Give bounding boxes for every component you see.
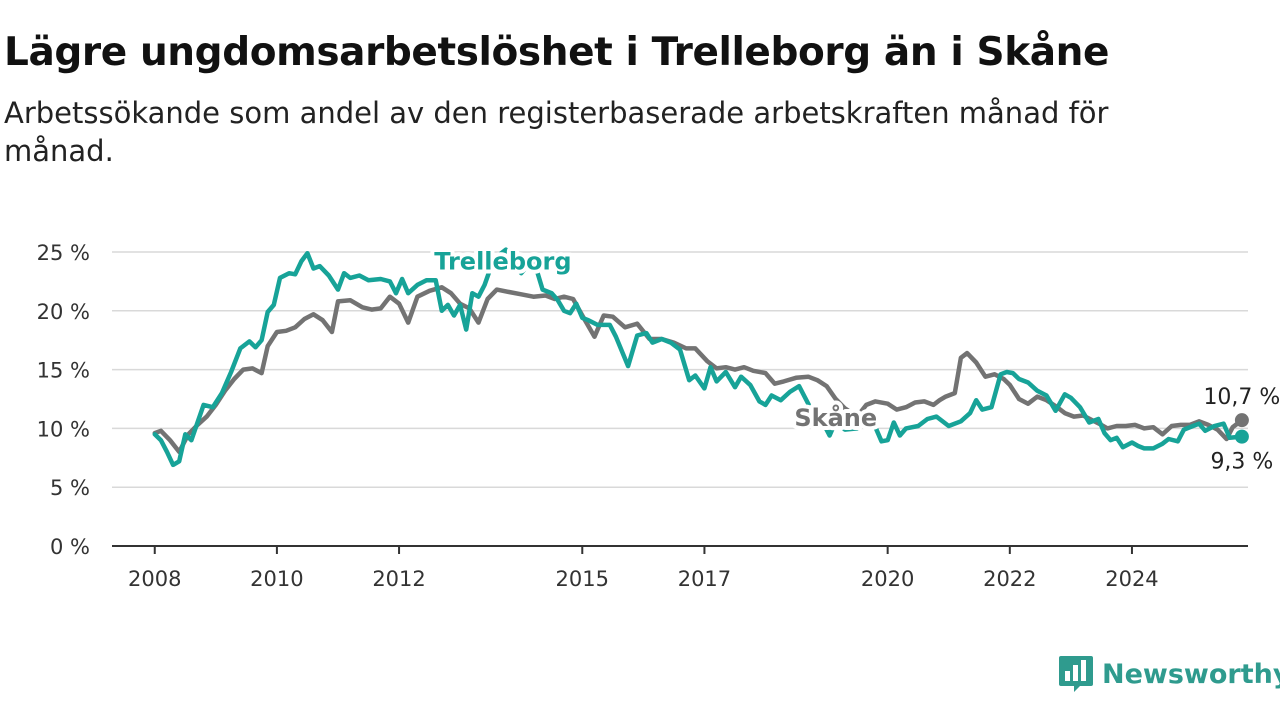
x-tick-label: 2017 [678,567,731,591]
series-line-trelleborg [152,247,1245,468]
series-labels: 10,7 %9,3 %TrelleborgTrelleborgSkåneSkån… [430,244,1280,475]
x-tick-label: 2008 [128,567,181,591]
x-tick-label: 2020 [861,567,914,591]
end-point-trelleborg [1234,429,1249,444]
chart-title: Lägre ungdomsarbetslöshet i Trelleborg ä… [4,30,1110,75]
end-value-label: 9,3 % [1210,450,1273,475]
y-tick-label: 10 % [37,417,90,441]
end-point-skåne [1234,413,1249,428]
end-value-label: 10,7 % [1203,385,1280,410]
grid-lines [112,251,1248,488]
series-lines [152,247,1249,468]
series-label-trelleborg: Trelleborg [434,248,571,276]
y-axis-ticks: 0 % 5 % 10 % 15 % 20 % 25 % [37,241,90,559]
series-label-skåne: Skåne [794,403,877,432]
y-tick-label: 25 % [37,241,90,265]
x-axis: 2008 2010 2012 2015 2017 2020 2022 2024 [112,545,1248,591]
x-tick-label: 2012 [372,567,425,591]
newsworthy-logo: Newsworthy [1058,654,1280,694]
y-tick-label: 5 % [50,476,90,500]
x-tick-label: 2022 [983,567,1036,591]
newsworthy-logo-icon [1059,656,1093,692]
series-line-skåne [152,285,1245,455]
series-label-halo: Skåne [794,403,877,432]
y-tick-label: 0 % [50,535,90,559]
newsworthy-logo-text: Newsworthy [1102,658,1280,690]
x-tick-label: 2010 [250,567,303,591]
series-label-halo: Trelleborg [434,248,571,276]
x-tick-label: 2015 [556,567,609,591]
x-tick-label: 2024 [1105,567,1158,591]
y-tick-label: 15 % [37,359,90,383]
y-tick-label: 20 % [37,300,90,324]
chart-subtitle: Arbetssökande som andel av den registerb… [4,96,1109,168]
